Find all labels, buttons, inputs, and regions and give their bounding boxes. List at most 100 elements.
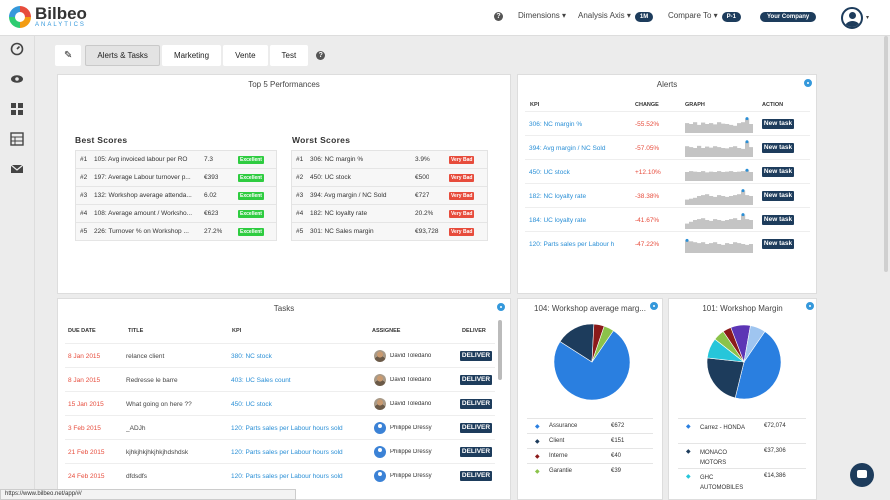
pie2-legend-row[interactable]: ◆ MONACO MOTORS €37,306 [678, 443, 806, 468]
pie1-legend-row[interactable]: ◆ Assurance €672 [527, 418, 653, 433]
dimensions-menu[interactable]: Dimensions ▾ [518, 11, 567, 20]
sparkline-bar [697, 124, 702, 133]
tab-marketing[interactable]: Marketing [161, 44, 222, 66]
alerts-header-kpi: KPI [530, 102, 540, 108]
sparkline-bar [725, 148, 730, 157]
deliver-button[interactable]: DELIVER [460, 351, 492, 361]
alert-kpi-link[interactable]: 394: Avg margin / NC Sold [529, 145, 606, 152]
assignee-avatar [374, 422, 386, 434]
worst-score-row[interactable]: #1 306: NC margin % 3.9% Very Bad [292, 151, 487, 169]
bilbeo-logo[interactable]: Bilbeo ANALYTICS [9, 5, 87, 28]
worst-score-status-badge: Very Bad [449, 228, 475, 236]
user-avatar[interactable] [841, 7, 863, 29]
worst-score-row[interactable]: #3 394: Avg margin / NC Sold €727 Very Bad [292, 187, 487, 205]
new-task-button[interactable]: New task [762, 143, 794, 153]
sparkline-bar [733, 195, 738, 205]
alert-kpi-link[interactable]: 120: Parts sales per Labour h [529, 241, 615, 248]
sparkline-bar [689, 147, 694, 157]
pie2-slice[interactable] [743, 325, 766, 363]
sparkline-bar [717, 171, 722, 181]
best-score-status-badge: Excellent [238, 156, 264, 164]
dashboard-gauge-icon[interactable] [10, 42, 24, 56]
best-score-row[interactable]: #4 108: Average amount / Worksho... €623 Ex… [76, 205, 276, 223]
envelope-icon[interactable] [10, 162, 24, 176]
tasks-panel: Tasks [57, 298, 511, 500]
pie2-legend-row[interactable]: ◆ Carrez - HONDA €72,074 [678, 418, 806, 443]
deliver-button[interactable]: DELIVER [460, 399, 492, 409]
pie1-legend-row[interactable]: ◆ Client €151 [527, 433, 653, 448]
tasks-scrollbar[interactable] [498, 320, 502, 380]
chat-bubble-icon[interactable] [850, 463, 874, 487]
best-score-row[interactable]: #2 197: Average Labour turnover p... €393 E… [76, 169, 276, 187]
table-icon[interactable] [10, 132, 24, 146]
sparkline-highlight-dot [745, 168, 749, 172]
task-kpi-link[interactable]: 403: UC Sales count [231, 377, 291, 384]
best-score-row[interactable]: #1 105: Avg invoiced labour per RO 7.3 Exce… [76, 151, 276, 169]
pie2-slice[interactable] [706, 357, 745, 399]
alerts-settings-gear-icon[interactable] [804, 79, 812, 87]
sparkline-bar [705, 244, 710, 253]
pie1-legend-row[interactable]: ◆ Interne €40 [527, 448, 653, 463]
worst-score-row[interactable]: #5 301: NC Sales margin €93,728 Very Bad [292, 223, 487, 241]
grid-icon[interactable] [10, 102, 24, 116]
alert-kpi-link[interactable]: 306: NC margin % [529, 121, 583, 128]
pie1-legend-row[interactable]: ◆ Garantie €39 [527, 463, 653, 478]
deliver-button[interactable]: DELIVER [460, 471, 492, 481]
edit-pencil-icon[interactable]: ✎ [55, 44, 82, 66]
tabs-help-icon[interactable]: ? [316, 50, 326, 60]
alert-change-value: -47.22% [635, 241, 660, 248]
worst-score-row[interactable]: #2 450: UC stock €500 Very Bad [292, 169, 487, 187]
pie2-legend-row[interactable]: ◆ GHC AUTOMOBILES €14,386 [678, 468, 806, 493]
user-menu-caret-icon[interactable]: ▾ [866, 15, 870, 21]
new-task-button[interactable]: New task [762, 215, 794, 225]
task-kpi-link[interactable]: 120: Parts sales per Labour hours sold [231, 473, 343, 480]
task-kpi-link[interactable]: 450: UC stock [231, 401, 272, 408]
tasks-settings-gear-icon[interactable] [497, 303, 505, 311]
task-kpi-link[interactable]: 120: Parts sales per Labour hours sold [231, 449, 343, 456]
best-score-kpi-name: 132: Workshop average attenda... [94, 192, 192, 199]
page-scrollbar[interactable] [884, 36, 888, 272]
alert-kpi-link[interactable]: 182: NC loyalty rate [529, 193, 587, 200]
alert-change-value: +12.10% [635, 169, 661, 176]
new-task-button[interactable]: New task [762, 239, 794, 249]
sparkline-bar [689, 221, 694, 229]
task-kpi-link[interactable]: 380: NC stock [231, 353, 272, 360]
sparkline-bar [717, 220, 722, 229]
new-task-button[interactable]: New task [762, 191, 794, 201]
best-score-row[interactable]: #3 132: Workshop average attenda... 6.02 Ex… [76, 187, 276, 205]
pie1-settings-gear-icon[interactable] [650, 302, 658, 310]
new-task-button[interactable]: New task [762, 167, 794, 177]
tab-vente[interactable]: Vente [223, 44, 268, 66]
pie2-settings-gear-icon[interactable] [806, 302, 814, 310]
task-kpi-link[interactable]: 120: Parts sales per Labour hours sold [231, 425, 343, 432]
best-score-row[interactable]: #5 226: Turnover % on Workshop ... 27.2% Ex… [76, 223, 276, 241]
sparkline-bar [737, 171, 742, 181]
sparkline-bar [733, 242, 738, 253]
eye-icon[interactable] [10, 72, 24, 86]
best-score-value: 7.3 [204, 156, 214, 163]
sparkline-highlight-dot [745, 140, 749, 144]
pie2-slice[interactable] [734, 331, 782, 400]
sparkline-bar [745, 118, 750, 133]
tab-alerts-tasks[interactable]: Alerts & Tasks [85, 44, 160, 66]
tab-test[interactable]: Test [269, 44, 309, 66]
sparkline-bar [709, 196, 714, 205]
sparkline-bar [701, 148, 706, 157]
worst-scores-title: Worst Scores [292, 135, 351, 145]
new-task-button[interactable]: New task [762, 119, 794, 129]
company-selector[interactable]: Your Company [756, 11, 817, 22]
pie1-slice[interactable] [553, 330, 631, 401]
deliver-button[interactable]: DELIVER [460, 423, 492, 433]
help-icon[interactable]: ? [494, 12, 503, 21]
compare-to-menu[interactable]: Compare To ▾ P-1 [668, 11, 742, 22]
deliver-button[interactable]: DELIVER [460, 447, 492, 457]
deliver-button[interactable]: DELIVER [460, 375, 492, 385]
worst-score-kpi-name: 394: Avg margin / NC Sold [310, 192, 387, 199]
pie1-legend-marker-icon: ◆ [535, 439, 540, 445]
best-score-value: 6.02 [204, 192, 217, 199]
pie1-slice[interactable] [591, 325, 614, 363]
alert-kpi-link[interactable]: 184: UC loyalty rate [529, 217, 587, 224]
analysis-axis-menu[interactable]: Analysis Axis ▾ 1M [578, 11, 654, 22]
alert-kpi-link[interactable]: 450: UC stock [529, 169, 570, 176]
worst-score-row[interactable]: #4 182: NC loyalty rate 20.2% Very Bad [292, 205, 487, 223]
